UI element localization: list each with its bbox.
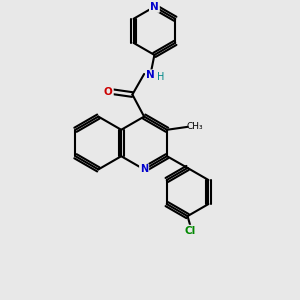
Text: CH₃: CH₃ [187,122,203,131]
Text: H: H [157,72,164,82]
Text: N: N [140,164,148,174]
Text: N: N [150,2,159,12]
Text: N: N [146,70,155,80]
Text: Cl: Cl [185,226,196,236]
Text: O: O [104,87,113,97]
